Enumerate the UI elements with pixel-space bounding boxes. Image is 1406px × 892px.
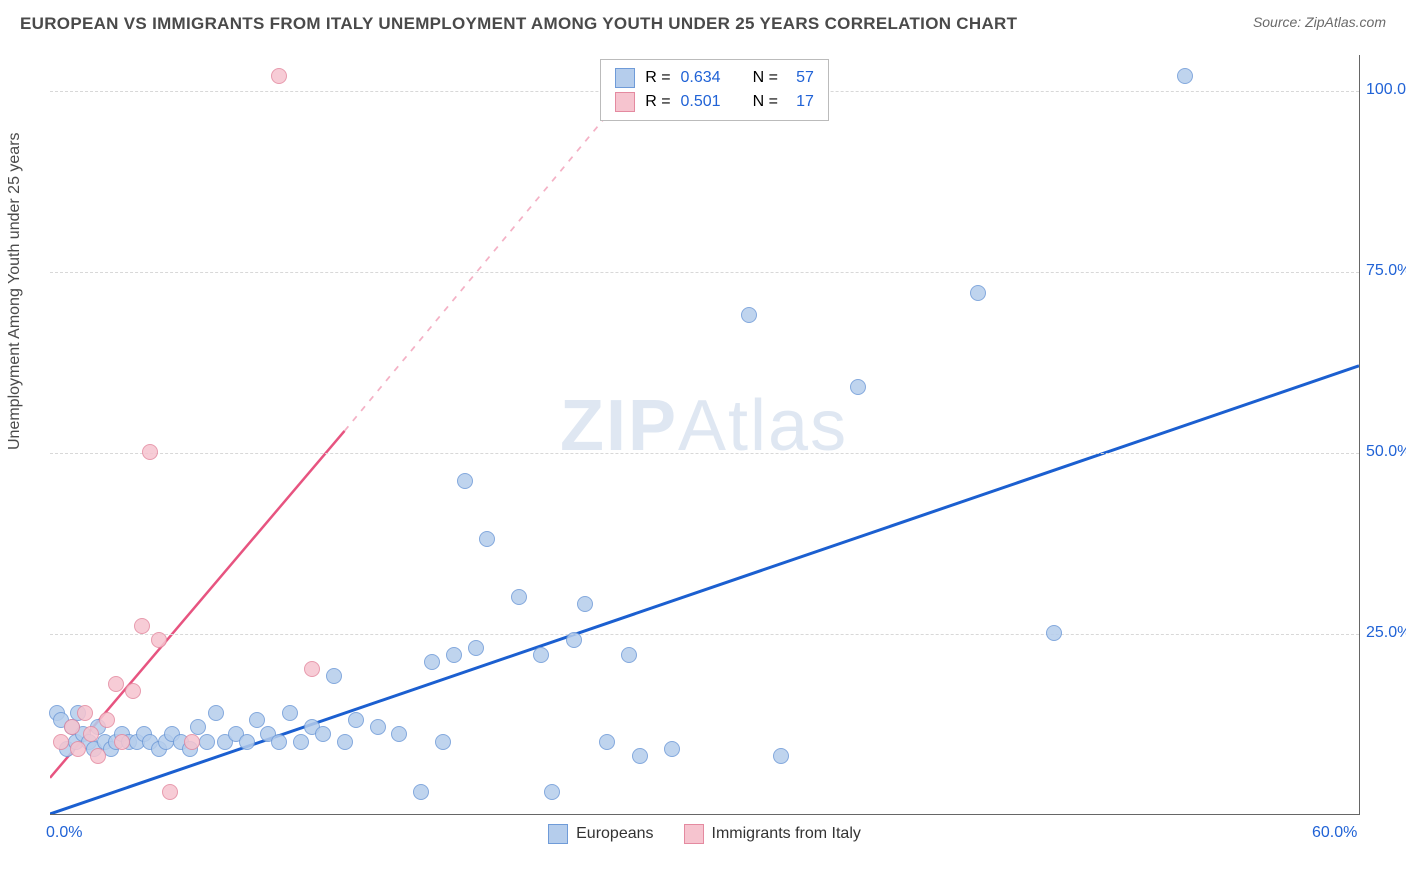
data-point bbox=[315, 726, 331, 742]
data-point bbox=[282, 705, 298, 721]
legend-swatch bbox=[684, 824, 704, 844]
data-point bbox=[271, 68, 287, 84]
data-point bbox=[239, 734, 255, 750]
n-label: N = bbox=[753, 93, 778, 111]
x-tick-label: 60.0% bbox=[1312, 824, 1357, 842]
data-point bbox=[199, 734, 215, 750]
r-label: R = bbox=[645, 93, 670, 111]
data-point bbox=[348, 712, 364, 728]
x-tick-label: 0.0% bbox=[46, 824, 82, 842]
chart-header: EUROPEAN VS IMMIGRANTS FROM ITALY UNEMPL… bbox=[0, 0, 1406, 50]
gridline bbox=[50, 453, 1359, 454]
r-label: R = bbox=[645, 69, 670, 87]
watermark: ZIPAtlas bbox=[560, 385, 848, 467]
data-point bbox=[162, 784, 178, 800]
data-point bbox=[435, 734, 451, 750]
y-tick-label: 75.0% bbox=[1366, 262, 1406, 280]
data-point bbox=[151, 632, 167, 648]
data-point bbox=[370, 719, 386, 735]
legend-swatch bbox=[615, 92, 635, 112]
data-point bbox=[970, 285, 986, 301]
data-point bbox=[114, 734, 130, 750]
data-point bbox=[511, 589, 527, 605]
y-tick-label: 25.0% bbox=[1366, 624, 1406, 642]
y-axis-label: Unemployment Among Youth under 25 years bbox=[6, 132, 24, 450]
data-point bbox=[632, 748, 648, 764]
data-point bbox=[337, 734, 353, 750]
data-point bbox=[577, 596, 593, 612]
data-point bbox=[1177, 68, 1193, 84]
data-point bbox=[479, 531, 495, 547]
legend-label: Immigrants from Italy bbox=[712, 825, 861, 843]
data-point bbox=[304, 661, 320, 677]
legend-row: R = 0.501 N = 17 bbox=[615, 90, 814, 114]
data-point bbox=[544, 784, 560, 800]
legend-swatch bbox=[615, 68, 635, 88]
data-point bbox=[446, 647, 462, 663]
n-value: 17 bbox=[788, 93, 814, 111]
data-point bbox=[621, 647, 637, 663]
data-point bbox=[850, 379, 866, 395]
data-point bbox=[125, 683, 141, 699]
source-label: Source: ZipAtlas.com bbox=[1253, 14, 1386, 30]
data-point bbox=[566, 632, 582, 648]
data-point bbox=[533, 647, 549, 663]
gridline bbox=[50, 634, 1359, 635]
legend-swatch bbox=[548, 824, 568, 844]
data-point bbox=[208, 705, 224, 721]
data-point bbox=[249, 712, 265, 728]
n-label: N = bbox=[753, 69, 778, 87]
y-tick-label: 50.0% bbox=[1366, 443, 1406, 461]
data-point bbox=[70, 741, 86, 757]
plot-area: ZIPAtlas EuropeansImmigrants from Italy … bbox=[50, 55, 1360, 815]
data-point bbox=[1046, 625, 1062, 641]
chart-title: EUROPEAN VS IMMIGRANTS FROM ITALY UNEMPL… bbox=[20, 14, 1017, 34]
n-value: 57 bbox=[788, 69, 814, 87]
data-point bbox=[271, 734, 287, 750]
data-point bbox=[424, 654, 440, 670]
y-tick-label: 100.0% bbox=[1366, 81, 1406, 99]
trend-lines bbox=[50, 55, 1359, 814]
data-point bbox=[391, 726, 407, 742]
data-point bbox=[468, 640, 484, 656]
data-point bbox=[64, 719, 80, 735]
r-value: 0.634 bbox=[681, 69, 721, 87]
data-point bbox=[293, 734, 309, 750]
data-point bbox=[53, 734, 69, 750]
legend-row: R = 0.634 N = 57 bbox=[615, 66, 814, 90]
data-point bbox=[599, 734, 615, 750]
legend-item: Immigrants from Italy bbox=[684, 824, 861, 844]
data-point bbox=[77, 705, 93, 721]
data-point bbox=[413, 784, 429, 800]
data-point bbox=[457, 473, 473, 489]
gridline bbox=[50, 272, 1359, 273]
correlation-legend: R = 0.634 N = 57 R = 0.501 N = 17 bbox=[600, 59, 829, 121]
data-point bbox=[326, 668, 342, 684]
data-point bbox=[773, 748, 789, 764]
data-point bbox=[664, 741, 680, 757]
r-value: 0.501 bbox=[681, 93, 721, 111]
data-point bbox=[83, 726, 99, 742]
data-point bbox=[108, 676, 124, 692]
legend-label: Europeans bbox=[576, 825, 653, 843]
data-point bbox=[142, 444, 158, 460]
legend-bottom: Europeans Immigrants from Italy bbox=[50, 824, 1359, 844]
data-point bbox=[99, 712, 115, 728]
data-point bbox=[184, 734, 200, 750]
data-point bbox=[741, 307, 757, 323]
legend-item: Europeans bbox=[548, 824, 653, 844]
data-point bbox=[134, 618, 150, 634]
data-point bbox=[90, 748, 106, 764]
